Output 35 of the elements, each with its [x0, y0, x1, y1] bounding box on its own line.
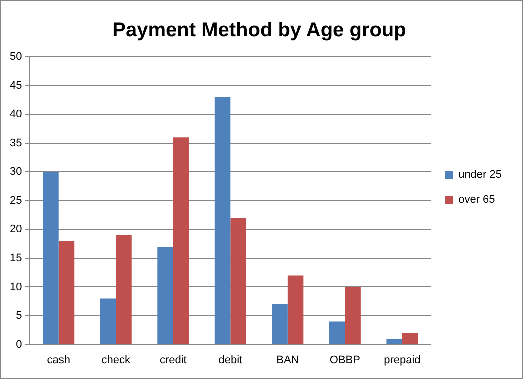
x-tick-label: prepaid [384, 354, 421, 366]
y-tick-label: 5 [16, 310, 22, 322]
y-tick-label: 20 [10, 224, 22, 236]
bar [58, 241, 75, 344]
bar [386, 339, 402, 344]
bar [402, 333, 418, 344]
y-tick-label: 50 [10, 51, 22, 64]
x-tick-label: credit [160, 354, 187, 366]
y-tick-label: 25 [10, 194, 22, 207]
chart-title: Payment Method by Age group [112, 20, 406, 42]
legend-label: over 65 [458, 194, 496, 206]
bar [116, 235, 132, 344]
y-tick-label: 30 [10, 166, 22, 178]
bar [288, 276, 304, 344]
y-tick-label: 10 [10, 281, 22, 294]
x-tick-label: OBBP [330, 354, 360, 366]
x-tick-label: check [102, 354, 131, 366]
bar [329, 322, 346, 344]
bar [230, 218, 246, 344]
bar [100, 298, 116, 344]
bar [158, 246, 174, 344]
bar [214, 97, 231, 344]
bar [43, 172, 59, 344]
x-tick-label: debit [218, 354, 243, 366]
x-tick-label: cash [47, 354, 70, 366]
legend-label: under 25 [458, 169, 502, 182]
bar [272, 304, 288, 344]
y-tick-label: 40 [10, 108, 22, 121]
bar [345, 287, 361, 344]
y-tick-label: 35 [10, 137, 22, 150]
y-tick-label: 45 [10, 80, 22, 92]
x-tick-label: BAN [276, 354, 300, 366]
bar [173, 138, 190, 344]
y-tick-label: 0 [16, 338, 22, 351]
y-tick-label: 15 [10, 252, 22, 264]
